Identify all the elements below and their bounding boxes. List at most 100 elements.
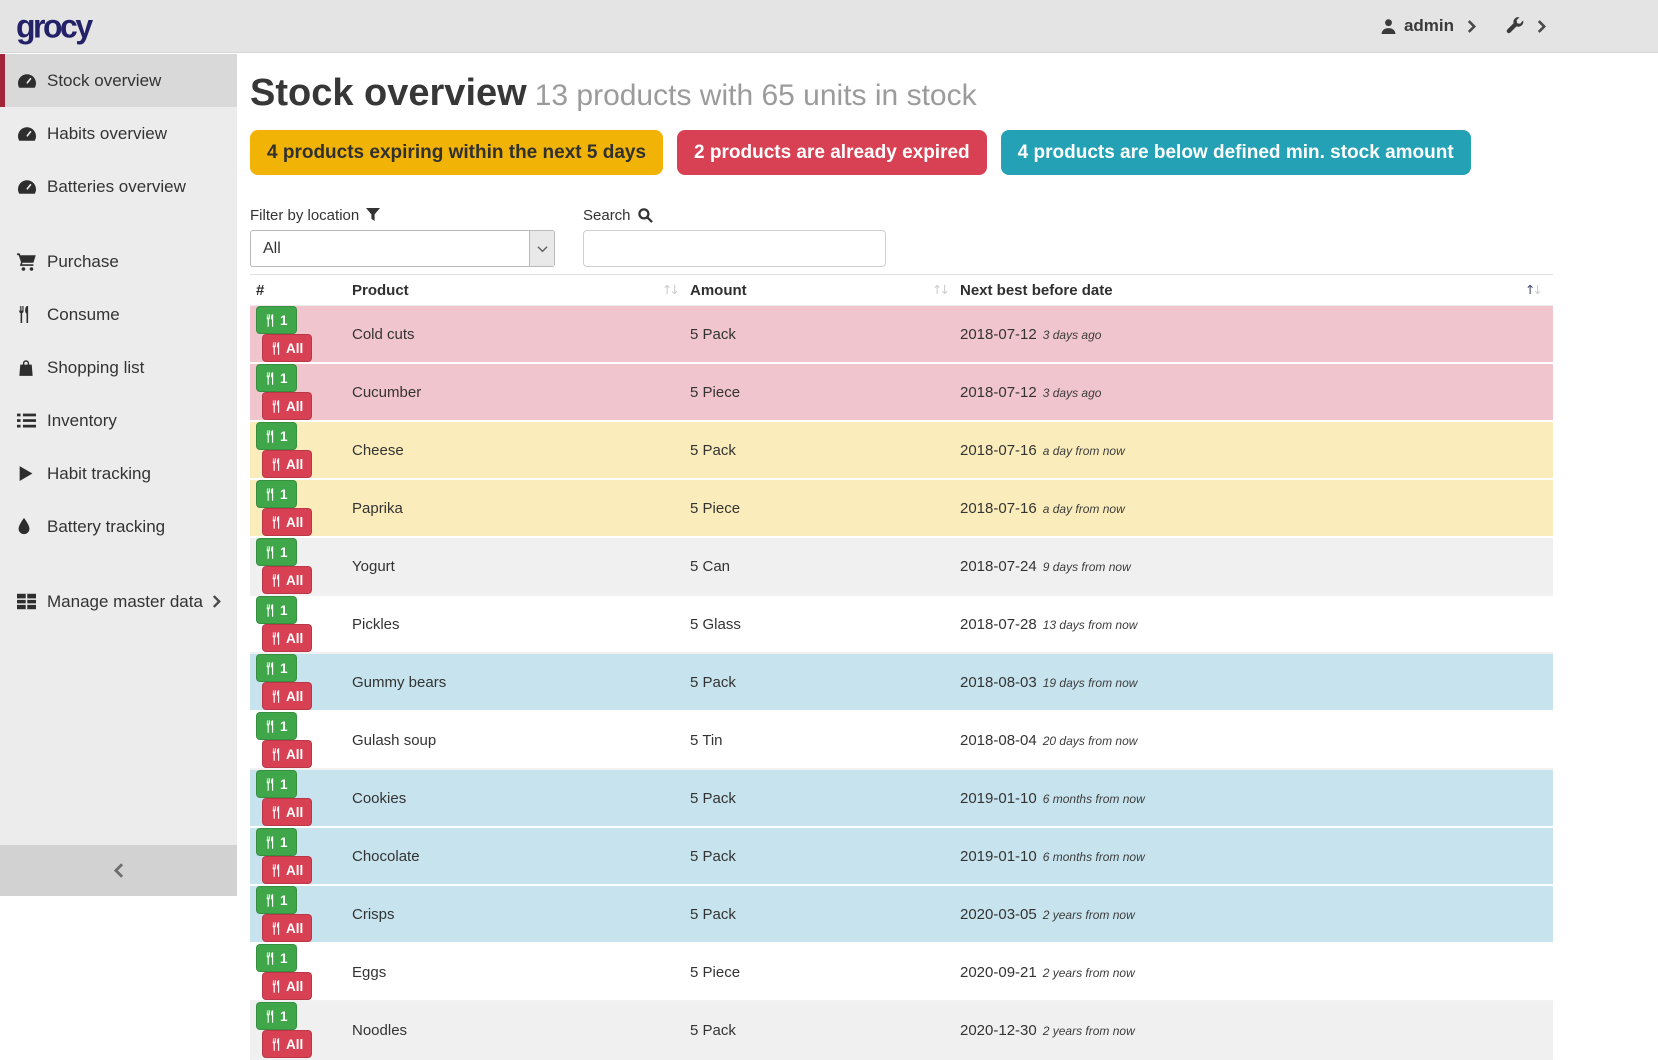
gauge-icon <box>17 124 38 144</box>
consume-one-button[interactable]: 1 <box>256 306 297 334</box>
table-row: 1 All Cucumber 5 Piece 2018-07-12 3 days … <box>250 363 1553 422</box>
best-before-date: 2018-07-28 13 days from now <box>960 595 1553 654</box>
product-name: Paprika <box>352 479 690 538</box>
product-amount: 5 Pack <box>690 769 960 828</box>
utensils-icon <box>271 573 282 587</box>
filter-location-label: Filter by location <box>250 205 555 225</box>
sidebar-item-manage-master-data[interactable]: Manage master data <box>0 575 237 628</box>
column-header-next-best-before-date[interactable]: Next best before date ↑↓ <box>960 274 1553 306</box>
table-row: 1 All Yogurt 5 Can 2018-07-24 9 days from… <box>250 537 1553 596</box>
product-amount: 5 Pack <box>690 305 960 364</box>
product-name: Eggs <box>352 943 690 1002</box>
sidebar-group-gap <box>0 213 237 235</box>
best-before-date: 2020-09-21 2 years from now <box>960 943 1553 1002</box>
row-actions: 1 All <box>250 653 352 712</box>
consume-one-button[interactable]: 1 <box>256 480 297 508</box>
sidebar-item-consume[interactable]: Consume <box>0 288 237 341</box>
utensils-icon <box>271 689 282 703</box>
row-actions: 1 All <box>250 885 352 944</box>
consume-one-button[interactable]: 1 <box>256 770 297 798</box>
consume-all-button[interactable]: All <box>262 740 313 768</box>
gauge-icon <box>17 177 38 197</box>
below-min-badge[interactable]: 4 products are below defined min. stock … <box>1000 130 1471 175</box>
consume-all-button[interactable]: All <box>262 334 313 362</box>
consume-all-button[interactable]: All <box>262 798 313 826</box>
consume-one-button[interactable]: 1 <box>256 712 297 740</box>
page-title-text: Stock overview <box>250 72 527 114</box>
utensils-icon <box>265 661 276 675</box>
sidebar-item-habits-overview[interactable]: Habits overview <box>0 107 237 160</box>
product-amount: 5 Glass <box>690 595 960 654</box>
best-before-date: 2018-07-24 9 days from now <box>960 537 1553 596</box>
column-header-amount[interactable]: Amount ↑↓ <box>690 274 960 306</box>
consume-one-button[interactable]: 1 <box>256 886 297 914</box>
row-actions: 1 All <box>250 537 352 596</box>
consume-all-button[interactable]: All <box>262 566 313 594</box>
sidebar-item-shopping-list[interactable]: Shopping list <box>0 341 237 394</box>
page-title: Stock overview 13 products with 65 units … <box>250 70 1658 119</box>
consume-all-button[interactable]: All <box>262 1030 313 1058</box>
sidebar-item-inventory[interactable]: Inventory <box>0 394 237 447</box>
consume-one-button[interactable]: 1 <box>256 364 297 392</box>
best-before-date: 2018-07-12 3 days ago <box>960 363 1553 422</box>
table-row: 1 All Cheese 5 Pack 2018-07-16 a day from… <box>250 421 1553 480</box>
best-before-date: 2018-07-16 a day from now <box>960 479 1553 538</box>
product-amount: 5 Pack <box>690 1001 960 1060</box>
tint-icon <box>17 518 38 535</box>
settings-menu[interactable] <box>1506 17 1546 35</box>
app-logo[interactable]: grocy <box>16 6 93 45</box>
table-row: 1 All Gulash soup 5 Tin 2018-08-04 20 day… <box>250 711 1553 770</box>
table-row: 1 All Noodles 5 Pack 2020-12-30 2 years f… <box>250 1001 1553 1060</box>
list-icon <box>17 411 38 430</box>
sidebar-collapse-button[interactable] <box>0 845 237 896</box>
search-input[interactable] <box>583 230 886 267</box>
product-amount: 5 Can <box>690 537 960 596</box>
filter-row: Filter by location All Search <box>250 205 1658 267</box>
column-header-product[interactable]: Product ↑↓ <box>352 274 690 306</box>
consume-all-button[interactable]: All <box>262 682 313 710</box>
utensils-icon <box>265 313 276 327</box>
consume-all-button[interactable]: All <box>262 972 313 1000</box>
consume-one-button[interactable]: 1 <box>256 596 297 624</box>
utensils-icon <box>271 457 282 471</box>
chevron-down-icon <box>529 231 554 266</box>
consume-one-button[interactable]: 1 <box>256 1002 297 1030</box>
product-name: Noodles <box>352 1001 690 1060</box>
sidebar-item-battery-tracking[interactable]: Battery tracking <box>0 500 237 553</box>
sidebar-item-stock-overview[interactable]: Stock overview <box>0 54 237 107</box>
product-name: Yogurt <box>352 537 690 596</box>
utensils-icon <box>17 306 38 323</box>
product-amount: 5 Pack <box>690 885 960 944</box>
row-actions: 1 All <box>250 711 352 770</box>
consume-one-button[interactable]: 1 <box>256 828 297 856</box>
consume-all-button[interactable]: All <box>262 450 313 478</box>
user-menu[interactable]: admin <box>1380 16 1476 36</box>
stock-table: # Product ↑↓ Amount ↑↓ Next best before date ↑… <box>250 274 1553 1060</box>
consume-all-button[interactable]: All <box>262 508 313 536</box>
sidebar-item-label: Habits overview <box>47 123 167 143</box>
utensils-icon <box>265 429 276 443</box>
table-row: 1 All Crisps 5 Pack 2020-03-05 2 years fr… <box>250 885 1553 944</box>
sort-icon: ↑↓ <box>932 282 950 298</box>
sidebar-item-batteries-overview[interactable]: Batteries overview <box>0 160 237 213</box>
chevron-left-icon <box>113 863 124 878</box>
consume-all-button[interactable]: All <box>262 914 313 942</box>
location-select[interactable]: All <box>250 230 555 267</box>
sidebar-item-label: Habit tracking <box>47 463 151 483</box>
row-actions: 1 All <box>250 363 352 422</box>
row-actions: 1 All <box>250 421 352 480</box>
consume-one-button[interactable]: 1 <box>256 422 297 450</box>
sidebar-item-label: Purchase <box>47 251 119 271</box>
expired-badge[interactable]: 2 products are already expired <box>677 130 987 175</box>
consume-all-button[interactable]: All <box>262 392 313 420</box>
consume-one-button[interactable]: 1 <box>256 538 297 566</box>
sidebar-item-purchase[interactable]: Purchase <box>0 235 237 288</box>
consume-one-button[interactable]: 1 <box>256 654 297 682</box>
sidebar-item-habit-tracking[interactable]: Habit tracking <box>0 447 237 500</box>
consume-all-button[interactable]: All <box>262 856 313 884</box>
consume-all-button[interactable]: All <box>262 624 313 652</box>
sidebar-item-label: Stock overview <box>47 70 162 90</box>
expiring-badge[interactable]: 4 products expiring within the next 5 da… <box>250 130 664 175</box>
row-actions: 1 All <box>250 595 352 654</box>
consume-one-button[interactable]: 1 <box>256 944 297 972</box>
